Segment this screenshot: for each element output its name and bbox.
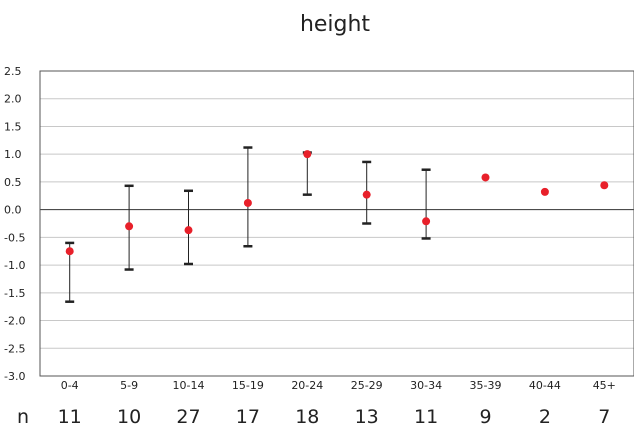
y-tick-label: -2.0: [4, 315, 25, 328]
y-tick-label: 2.0: [4, 93, 22, 106]
y-tick-label: -1.5: [4, 287, 25, 300]
n-value: 10: [117, 406, 141, 428]
x-axis: 0-4 5-9 10-14 15-19 20-24 25-29 30-34 35-39 40-4…: [61, 379, 616, 392]
data-point: [125, 222, 134, 231]
y-tick-label: 2.5: [4, 65, 22, 78]
n-row: n 11 10 27 17 18 13 11 9 2 7: [17, 406, 610, 428]
x-tick-label: 25-29: [351, 379, 383, 392]
data-point: [540, 187, 549, 196]
n-value: 11: [414, 406, 438, 428]
data-point: [243, 198, 252, 207]
y-tick-label: -0.5: [4, 231, 25, 244]
x-tick-label: 30-34: [410, 379, 442, 392]
x-tick-label: 15-19: [232, 379, 264, 392]
error-bar: [302, 151, 312, 196]
y-tick-label: -3.0: [4, 370, 25, 383]
data-points: [65, 150, 609, 256]
data-point: [481, 173, 490, 182]
data-point: [65, 247, 74, 256]
n-value: 13: [355, 406, 379, 428]
n-value: 17: [236, 406, 260, 428]
plot-frame: [39, 70, 634, 377]
error-bars: [65, 146, 431, 303]
n-value: 18: [295, 406, 319, 428]
chart-title: height: [300, 12, 370, 37]
data-point: [303, 150, 312, 159]
x-tick-label: 40-44: [529, 379, 561, 392]
y-tick-label: 1.0: [4, 148, 22, 161]
n-value: 2: [539, 406, 551, 428]
x-tick-label: 0-4: [61, 379, 79, 392]
data-point: [422, 217, 431, 226]
n-value: 27: [176, 406, 200, 428]
n-row-label: n: [17, 406, 29, 428]
x-tick-label: 45+: [593, 379, 616, 392]
n-value: 11: [58, 406, 82, 428]
y-tick-label: 0.5: [4, 176, 22, 189]
y-tick-label: 0.0: [4, 204, 22, 217]
x-tick-label: 5-9: [120, 379, 138, 392]
x-tick-label: 10-14: [173, 379, 205, 392]
data-point: [362, 190, 371, 199]
error-bar: [421, 168, 431, 240]
error-bar: [243, 146, 253, 248]
y-tick-label: -1.0: [4, 259, 25, 272]
data-point: [600, 181, 609, 190]
n-value: 9: [479, 406, 491, 428]
y-tick-label: 1.5: [4, 120, 22, 133]
n-value: 7: [598, 406, 610, 428]
y-axis: 2.5 2.0 1.5 1.0 0.5 0.0 -0.5 -1.0 -1.5 -2.0 -2.5 -3…: [4, 65, 25, 383]
y-tick-label: -2.5: [4, 342, 25, 355]
x-tick-label: 35-39: [470, 379, 502, 392]
x-tick-label: 20-24: [291, 379, 323, 392]
data-point: [184, 226, 193, 235]
